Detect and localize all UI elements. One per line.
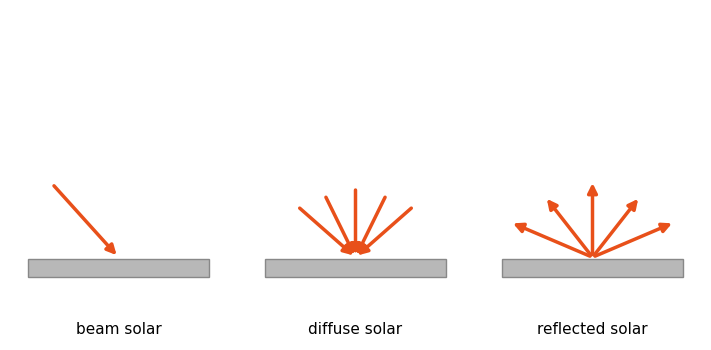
Bar [265,259,446,276]
Text: beam solar: beam solar [75,322,161,336]
Bar [503,259,683,276]
Text: diffuse solar: diffuse solar [309,322,402,336]
Bar [28,259,208,276]
Text: reflected solar: reflected solar [538,322,648,336]
